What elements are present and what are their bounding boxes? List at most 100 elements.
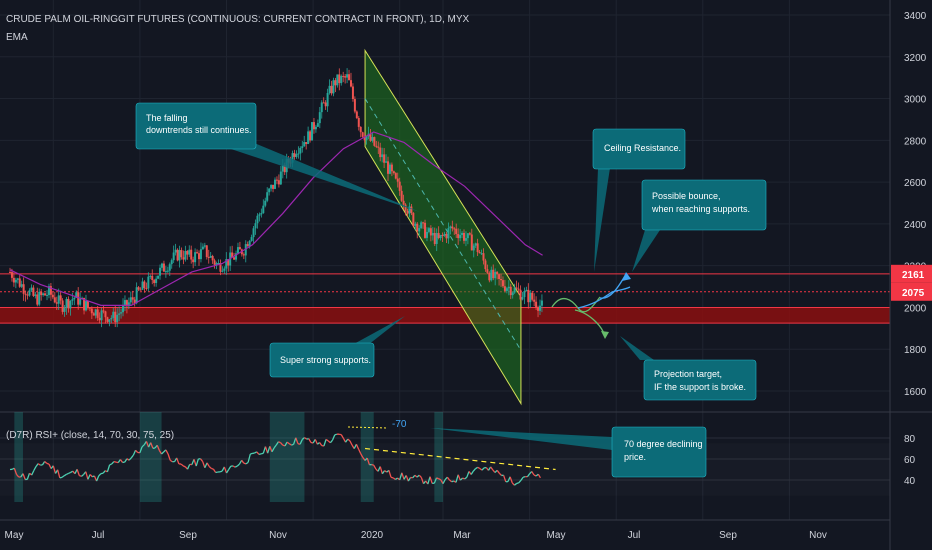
candle-body xyxy=(65,298,68,308)
rsi-segment xyxy=(323,439,327,447)
rsi-segment xyxy=(26,473,31,480)
candle-body xyxy=(283,164,286,173)
candle-body xyxy=(137,287,140,290)
rsi-range-band xyxy=(0,443,890,496)
candle-body xyxy=(422,222,425,224)
candle-body xyxy=(182,257,185,260)
candle-body xyxy=(59,295,62,301)
price-tick-label: 3200 xyxy=(904,53,927,64)
candle-body xyxy=(509,286,512,296)
rsi-segment xyxy=(22,473,26,480)
candle-body xyxy=(20,284,23,287)
candle-body xyxy=(127,302,130,307)
candle-body xyxy=(38,291,41,305)
price-label-text: 2075 xyxy=(902,288,925,299)
rsi-segment xyxy=(79,474,82,477)
candle-body xyxy=(297,153,300,155)
annotation-rsi-line1: 70 degree declining xyxy=(624,439,703,449)
candle-body xyxy=(40,291,43,296)
candle-body xyxy=(190,249,193,260)
candle-body xyxy=(320,102,323,113)
rsi-segment xyxy=(267,446,271,454)
rsi-segment xyxy=(520,476,524,481)
candle-body xyxy=(104,311,107,318)
candle-body xyxy=(535,301,538,308)
rsi-segment xyxy=(87,474,91,480)
candle-body xyxy=(262,205,265,214)
candle-body xyxy=(270,184,273,189)
candle-body xyxy=(9,271,11,273)
candle-body xyxy=(118,313,121,315)
rsi-segment xyxy=(509,476,513,484)
rsi-segment xyxy=(150,442,154,449)
rsi-segment xyxy=(61,475,65,478)
rsi-segment xyxy=(427,476,431,485)
rsi-segment xyxy=(48,463,52,469)
candle-body xyxy=(168,264,171,271)
annotation-supports-line1: Super strong supports. xyxy=(280,355,371,365)
price-tick-label: 3000 xyxy=(904,95,927,106)
candle-body xyxy=(157,275,160,279)
candle-body xyxy=(494,271,497,279)
candle-body xyxy=(392,171,395,174)
candle-body xyxy=(174,249,177,253)
rsi-segment xyxy=(52,465,57,474)
rsi-segment xyxy=(516,482,519,485)
candle-body xyxy=(531,292,534,300)
rsi-segment xyxy=(236,463,240,467)
rsi-segment xyxy=(41,461,46,466)
rsi-segment xyxy=(342,437,347,443)
candle-body xyxy=(34,294,37,296)
rsi-segment xyxy=(165,449,169,455)
rsi-segment xyxy=(405,475,409,482)
candle-body xyxy=(123,300,126,305)
rsi-segment xyxy=(371,463,374,466)
candle-body xyxy=(311,122,314,141)
rsi-segment xyxy=(180,463,184,467)
price-tick-label: 3400 xyxy=(904,11,927,22)
rsi-segment xyxy=(384,470,388,473)
rsi-segment xyxy=(399,472,403,480)
rsi-segment xyxy=(526,473,531,478)
candle-body xyxy=(429,228,432,236)
price-tick-label: 2600 xyxy=(904,178,927,189)
candle-body xyxy=(98,317,101,321)
candle-body xyxy=(273,179,276,189)
candle-body xyxy=(332,80,335,94)
candle-body xyxy=(166,270,169,272)
annotation-bounce-line2: when reaching supports. xyxy=(651,204,750,214)
time-tick-label: Mar xyxy=(453,530,471,541)
candle-body xyxy=(207,256,210,258)
candle-body xyxy=(301,146,304,148)
rsi-segment xyxy=(206,462,210,467)
candle-body xyxy=(373,137,376,146)
rsi-segment xyxy=(340,434,344,439)
pointer-rsi-declining xyxy=(430,428,612,450)
rsi-segment xyxy=(347,438,351,442)
rsi-segment xyxy=(111,461,115,465)
candle-body xyxy=(100,310,103,321)
rsi-segment xyxy=(70,470,74,473)
rsi-segment xyxy=(308,438,312,443)
candle-body xyxy=(461,232,464,235)
rsi-segment xyxy=(273,444,277,449)
rsi-segment xyxy=(288,443,292,446)
candle-body xyxy=(172,252,175,261)
rsi-segment xyxy=(31,470,35,476)
rsi-segment xyxy=(275,441,280,446)
candle-body xyxy=(22,284,25,294)
candle-body xyxy=(77,292,80,305)
price-labels: 2161 2075 xyxy=(891,264,932,301)
candle-body xyxy=(86,301,89,308)
candle-body xyxy=(192,259,195,263)
rsi-segment xyxy=(349,440,353,446)
candle-body xyxy=(61,300,64,312)
rsi-segment xyxy=(130,454,134,459)
candle-body xyxy=(353,99,356,112)
rsi-segment xyxy=(262,446,267,454)
rsi-segment xyxy=(442,479,446,485)
time-tick-label: 2020 xyxy=(361,530,384,541)
candle-body xyxy=(328,85,331,93)
rsi-line xyxy=(9,433,541,486)
candle-body xyxy=(523,291,526,298)
